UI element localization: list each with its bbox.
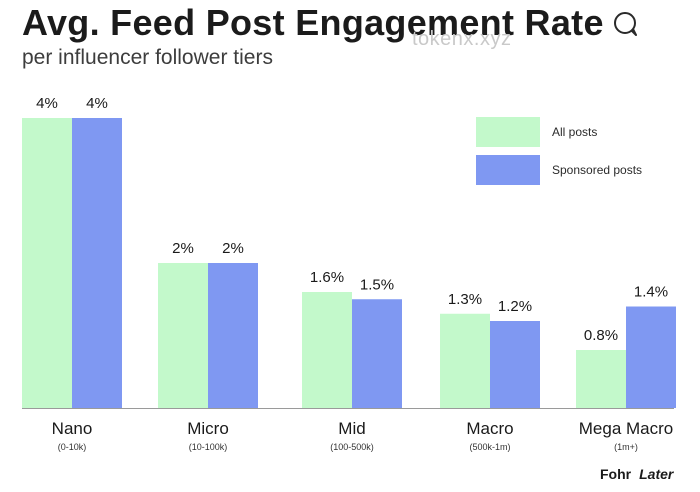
data-label-macro-all-posts: 1.3% xyxy=(448,291,482,308)
data-label-mid-sponsored-posts: 1.5% xyxy=(360,276,394,293)
category-label-micro: Micro xyxy=(187,419,229,438)
bar-macro-all-posts xyxy=(440,313,490,408)
data-label-nano-sponsored-posts: 4% xyxy=(86,95,108,112)
bar-mid-all-posts xyxy=(302,292,352,408)
data-label-nano-all-posts: 4% xyxy=(36,95,58,112)
brand-logos: Fohr Later xyxy=(600,466,673,482)
legend-swatch-all-posts xyxy=(476,117,540,147)
bar-mega-macro-all-posts xyxy=(576,350,626,408)
bar-mid-sponsored-posts xyxy=(352,299,402,408)
category-sublabel-macro: (500k-1m) xyxy=(469,442,510,452)
category-sublabel-mid: (100-500k) xyxy=(330,442,374,452)
data-label-micro-sponsored-posts: 2% xyxy=(222,240,244,257)
data-label-mega-macro-sponsored-posts: 1.4% xyxy=(634,284,668,301)
data-label-micro-all-posts: 2% xyxy=(172,240,194,257)
data-label-mega-macro-all-posts: 0.8% xyxy=(584,327,618,344)
category-sublabel-nano: (0-10k) xyxy=(58,442,87,452)
chart-subtitle: per influencer follower tiers xyxy=(22,46,273,69)
category-label-nano: Nano xyxy=(52,419,93,438)
legend-swatch-sponsored-posts xyxy=(476,155,540,185)
category-label-mid: Mid xyxy=(338,419,365,438)
category-sublabel-mega-macro: (1m+) xyxy=(614,442,638,452)
legend-label-all-posts: All posts xyxy=(552,125,598,139)
chart-title: Avg. Feed Post Engagement Rate xyxy=(22,2,604,43)
category-sublabel-micro: (10-100k) xyxy=(189,442,228,452)
category-label-macro: Macro xyxy=(466,419,513,438)
later-logo: Later xyxy=(639,466,674,482)
category-label-mega-macro: Mega Macro xyxy=(579,419,673,438)
data-label-macro-sponsored-posts: 1.2% xyxy=(498,298,532,315)
bar-mega-macro-sponsored-posts xyxy=(626,306,676,408)
watermark: tokenx.xyz xyxy=(412,28,512,50)
bar-micro-all-posts xyxy=(158,263,208,408)
fohr-logo: Fohr xyxy=(600,466,632,482)
bar-macro-sponsored-posts xyxy=(490,321,540,408)
speech-bubble-icon xyxy=(614,12,637,36)
data-label-mid-all-posts: 1.6% xyxy=(310,269,344,286)
bar-nano-sponsored-posts xyxy=(72,118,122,408)
bar-nano-all-posts xyxy=(22,118,72,408)
bar-micro-sponsored-posts xyxy=(208,263,258,408)
legend-label-sponsored-posts: Sponsored posts xyxy=(552,163,643,177)
